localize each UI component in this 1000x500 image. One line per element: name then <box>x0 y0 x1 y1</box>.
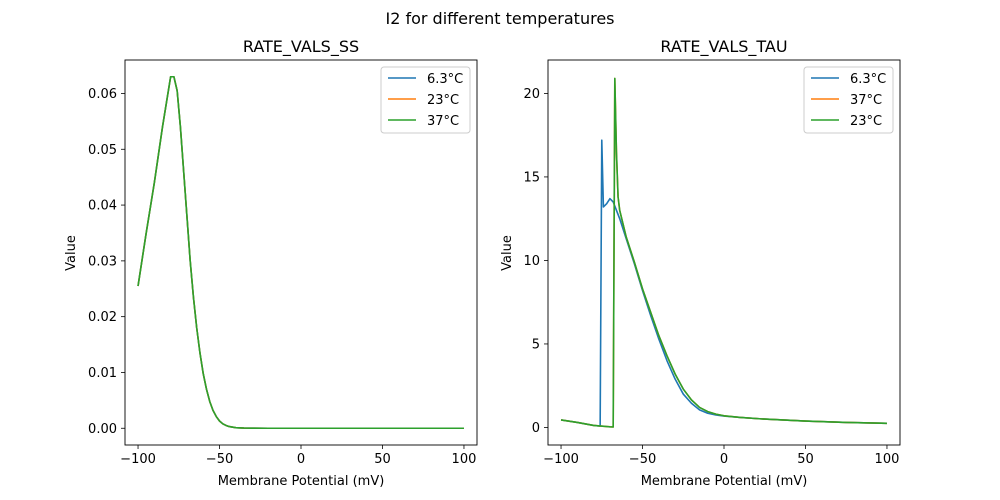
x-tick-label: −100 <box>543 452 579 467</box>
y-tick-label: 20 <box>523 87 540 102</box>
subplot-tau-legend: 6.3°C 37°C 23°C <box>803 66 894 134</box>
subplot-ss-title: RATE_VALS_SS <box>243 37 359 57</box>
y-tick-label: 0.06 <box>88 87 117 102</box>
subplot-tau: RATE_VALS_TAU −100 −50 0 50 100 0 5 10 15 20 Memb… <box>500 37 901 489</box>
subplot-ss-series <box>137 75 464 430</box>
subplot-tau-xlabel: Membrane Potential (mV) <box>641 474 808 489</box>
legend-box <box>803 66 894 134</box>
y-tick-label: 0.05 <box>88 143 117 158</box>
legend-label-ss-0: 6.3°C <box>427 72 463 87</box>
series-line-tau-2 <box>560 77 887 428</box>
subplot-ss-xlabel: Membrane Potential (mV) <box>218 474 385 489</box>
x-tick-label: 100 <box>875 452 900 467</box>
x-tick-label: 0 <box>720 452 728 467</box>
subplot-ss-ticks: −100 −50 0 50 100 0.00 0.01 0.02 0.03 0.04 0.05 0.0… <box>88 87 476 467</box>
y-tick-label: 0.02 <box>88 310 117 325</box>
legend-label-tau-1: 37°C <box>850 93 882 108</box>
subplot-tau-ticks: −100 −50 0 50 100 0 5 10 15 20 <box>523 87 899 467</box>
x-tick-label: −50 <box>629 452 656 467</box>
subplot-ss-frame <box>124 59 478 446</box>
y-tick-label: 15 <box>523 170 540 185</box>
legend-label-ss-2: 37°C <box>427 114 459 129</box>
figure-suptitle: I2 for different temperatures <box>385 9 614 28</box>
x-tick-label: 0 <box>297 452 305 467</box>
y-tick-label: 0.01 <box>88 366 117 381</box>
series-line-ss-2 <box>137 75 464 430</box>
legend-label-ss-1: 23°C <box>427 93 459 108</box>
y-tick-label: 10 <box>523 254 540 269</box>
subplot-tau-title: RATE_VALS_TAU <box>660 37 787 57</box>
y-tick-label: 5 <box>532 337 540 352</box>
y-tick-label: 0.04 <box>88 199 117 214</box>
y-tick-label: 0.03 <box>88 254 117 269</box>
x-tick-label: 50 <box>797 452 814 467</box>
legend-label-tau-2: 23°C <box>850 114 882 129</box>
x-tick-label: 100 <box>452 452 477 467</box>
y-tick-label: 0 <box>532 421 540 436</box>
subplot-ss-legend: 6.3°C 23°C 37°C <box>380 66 471 134</box>
x-tick-label: −50 <box>206 452 233 467</box>
subplot-tau-frame <box>547 59 901 446</box>
subplot-tau-ylabel: Value <box>500 235 515 271</box>
subplot-ss: RATE_VALS_SS −100 −50 0 50 100 0.00 0.01 0.02 0.… <box>64 37 478 489</box>
legend-box <box>380 66 471 134</box>
legend-label-tau-0: 6.3°C <box>850 72 886 87</box>
y-tick-label: 0.00 <box>88 422 117 437</box>
subplot-tau-series <box>560 77 887 428</box>
x-tick-label: 50 <box>374 452 391 467</box>
x-tick-label: −100 <box>120 452 156 467</box>
subplot-ss-ylabel: Value <box>64 235 79 271</box>
